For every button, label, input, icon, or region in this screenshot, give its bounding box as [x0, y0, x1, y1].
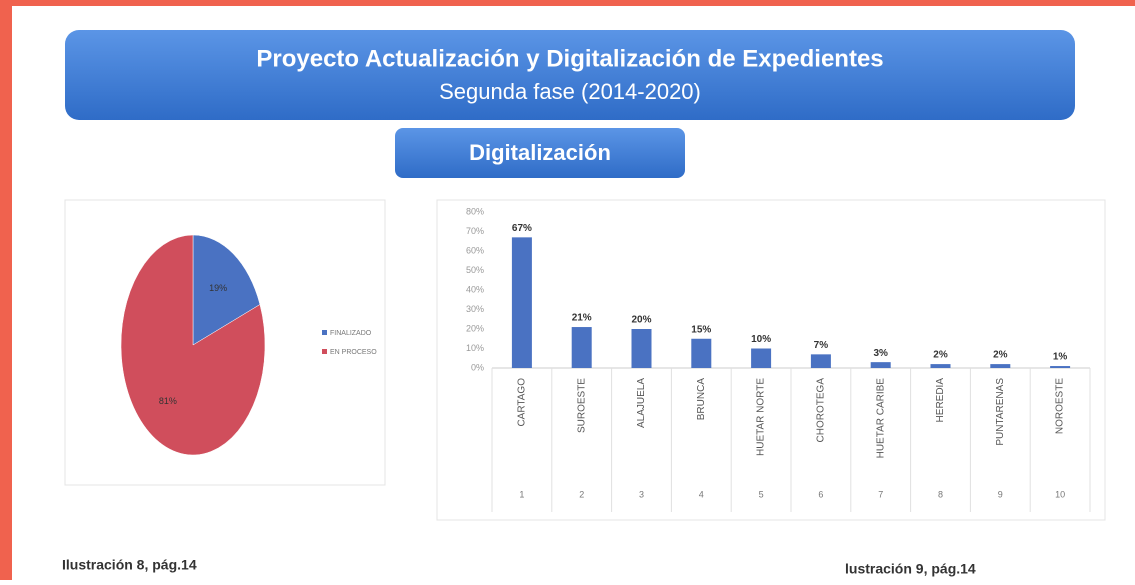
- x-tick-label: BRUNCA: [696, 378, 707, 421]
- bar: [631, 329, 652, 368]
- legend-swatch: [322, 330, 327, 335]
- y-tick-label: 20%: [466, 323, 484, 333]
- bar: [870, 362, 891, 368]
- x-tick-label: PUNTARENAS: [995, 378, 1006, 446]
- pie-label: 81%: [159, 396, 177, 406]
- x-group-label: 4: [699, 489, 704, 499]
- pie-slice: [120, 234, 266, 456]
- data-label: 7%: [814, 340, 829, 351]
- bar: [990, 364, 1011, 368]
- x-group-label: 2: [579, 489, 584, 499]
- data-label: 2%: [993, 350, 1008, 361]
- left-border: [0, 0, 12, 580]
- section-title: Digitalización: [469, 140, 611, 165]
- subtitle: Segunda fase (2014-2020): [439, 79, 701, 104]
- caption: Ilustración 8, pág.14: [62, 557, 197, 573]
- top-border: [0, 0, 1135, 6]
- bar: [511, 237, 532, 368]
- y-tick-label: 0%: [471, 362, 484, 372]
- data-label: 20%: [631, 315, 651, 326]
- y-tick-label: 70%: [466, 226, 484, 236]
- x-tick-label: CHOROTEGA: [816, 378, 827, 443]
- x-tick-label: SUROESTE: [576, 378, 587, 433]
- x-tick-label: CARTAGO: [517, 378, 528, 427]
- title: Proyecto Actualización y Digitalización …: [256, 45, 883, 72]
- data-label: 2%: [933, 350, 948, 361]
- bar: [571, 327, 592, 368]
- x-tick-label: HEREDIA: [935, 378, 946, 423]
- x-tick-label: NOROESTE: [1055, 378, 1066, 434]
- legend-swatch: [322, 349, 327, 354]
- data-label: 1%: [1053, 352, 1068, 363]
- caption: lustración 9, pág.14: [845, 561, 976, 577]
- x-group-label: 10: [1055, 489, 1065, 499]
- section-box: [395, 128, 685, 178]
- y-tick-label: 80%: [466, 206, 484, 216]
- legend-label: EN PROCESO: [330, 349, 377, 356]
- x-group-label: 1: [519, 489, 524, 499]
- x-group-label: 3: [639, 489, 644, 499]
- x-tick-label: HUETAR CARIBE: [875, 378, 886, 459]
- x-group-label: 5: [759, 489, 764, 499]
- y-tick-label: 60%: [466, 245, 484, 255]
- x-group-label: 9: [998, 489, 1003, 499]
- data-label: 3%: [873, 348, 888, 359]
- y-tick-label: 50%: [466, 265, 484, 275]
- x-group-label: 7: [878, 489, 883, 499]
- pie-slice: [192, 234, 261, 346]
- bar: [1050, 366, 1071, 368]
- data-label: 15%: [691, 324, 711, 335]
- x-tick-label: ALAJUELA: [636, 378, 647, 428]
- bar: [751, 348, 772, 368]
- bar: [810, 354, 831, 368]
- y-tick-label: 10%: [466, 343, 484, 353]
- title-box: [65, 30, 1075, 120]
- data-label: 67%: [512, 223, 532, 234]
- bar: [691, 338, 712, 368]
- data-label: 21%: [572, 313, 592, 324]
- bar: [930, 364, 951, 368]
- y-tick-label: 40%: [466, 284, 484, 294]
- x-group-label: 6: [818, 489, 823, 499]
- y-tick-label: 30%: [466, 304, 484, 314]
- x-tick-label: HUETAR NORTE: [756, 378, 767, 456]
- pie-label: 19%: [209, 283, 227, 293]
- legend-label: FINALIZADO: [330, 330, 372, 337]
- data-label: 10%: [751, 334, 771, 345]
- x-group-label: 8: [938, 489, 943, 499]
